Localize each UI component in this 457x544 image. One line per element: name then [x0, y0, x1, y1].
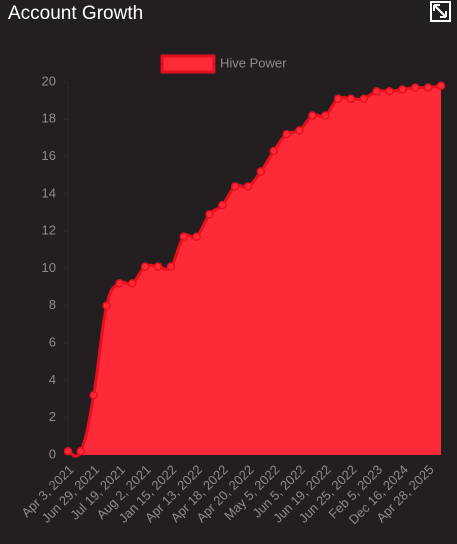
- data-point: [411, 83, 420, 92]
- expand-button[interactable]: [430, 1, 451, 22]
- data-point: [63, 447, 73, 456]
- expand-icon[interactable]: [433, 4, 447, 18]
- data-point: [153, 262, 163, 271]
- data-point: [333, 94, 343, 104]
- data-point: [372, 87, 381, 96]
- y-tick-label: 4: [49, 372, 56, 387]
- data-point: [320, 111, 330, 120]
- data-point: [385, 87, 394, 96]
- data-point: [308, 111, 317, 120]
- data-point: [282, 129, 291, 139]
- data-point: [192, 232, 201, 242]
- y-tick-label: 18: [42, 111, 56, 126]
- area-fill: [68, 85, 441, 457]
- data-point: [230, 182, 240, 191]
- data-point: [205, 210, 214, 219]
- data-point: [102, 301, 111, 311]
- data-point: [166, 262, 176, 271]
- data-point: [89, 391, 98, 400]
- data-point: [128, 279, 137, 288]
- data-point: [76, 447, 86, 456]
- data-point: [243, 182, 253, 191]
- y-tick-label: 0: [49, 446, 56, 461]
- data-point: [346, 94, 356, 104]
- data-point: [115, 279, 124, 288]
- data-point: [295, 126, 304, 135]
- data-point: [423, 83, 433, 92]
- data-point: [359, 94, 369, 104]
- y-tick-label: 12: [42, 223, 56, 238]
- y-tick-label: 14: [42, 185, 56, 200]
- data-point: [398, 85, 407, 94]
- data-point: [436, 81, 446, 90]
- data-point: [179, 232, 189, 242]
- legend-label: Hive Power: [220, 55, 287, 70]
- y-tick-label: 16: [42, 148, 56, 163]
- legend-swatch: [160, 54, 216, 74]
- data-point: [269, 146, 279, 156]
- chart-title: Account Growth: [8, 3, 143, 24]
- y-tick-label: 20: [42, 73, 56, 88]
- data-point: [218, 200, 227, 210]
- y-tick-label: 8: [49, 297, 56, 312]
- y-tick-label: 2: [49, 409, 56, 424]
- y-tick-label: 6: [49, 335, 56, 350]
- data-point: [256, 167, 266, 176]
- expand-frame[interactable]: [430, 1, 451, 22]
- data-point: [140, 262, 150, 271]
- y-tick-label: 10: [42, 260, 56, 275]
